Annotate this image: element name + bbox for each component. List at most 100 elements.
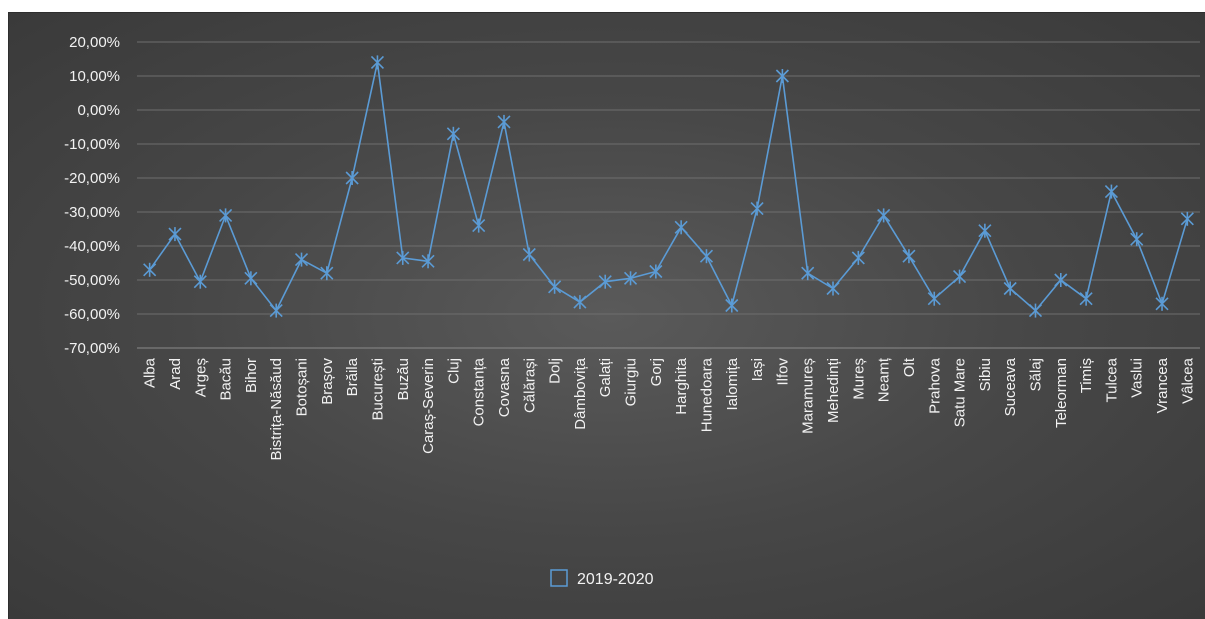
x-category-label: Bistrița-Năsăud <box>268 358 285 461</box>
data-point-marker <box>320 266 334 281</box>
data-point-marker <box>649 264 663 279</box>
data-point-marker <box>396 250 410 265</box>
data-point-marker <box>1054 273 1068 287</box>
x-category-label: Covasna <box>496 357 513 417</box>
data-point-marker <box>598 274 612 289</box>
x-category-label: Timiș <box>1078 358 1095 393</box>
x-category-label: Alba <box>142 357 159 388</box>
data-point-marker <box>1028 303 1043 318</box>
x-category-label: Teleorman <box>1053 358 1070 428</box>
data-point-marker <box>775 69 789 83</box>
data-point-marker <box>370 55 385 70</box>
x-category-label: Suceava <box>1002 357 1019 416</box>
data-point-marker <box>472 218 486 233</box>
data-point-marker <box>978 223 992 238</box>
x-category-label: Dâmbovița <box>572 357 589 429</box>
x-category-label: Mehedinți <box>825 358 842 423</box>
x-category-label: Arad <box>167 358 184 390</box>
data-point-marker <box>345 171 359 185</box>
x-category-label: Constanța <box>471 357 488 426</box>
data-point-marker <box>1130 232 1144 247</box>
y-tick-label: 20,00% <box>69 34 120 51</box>
data-point-marker <box>168 227 182 242</box>
data-point-marker <box>548 279 562 294</box>
data-point-marker <box>1003 281 1017 296</box>
data-point-marker <box>294 252 309 267</box>
data-point-marker <box>244 271 258 286</box>
legend: 2019-2020 <box>550 569 654 588</box>
data-point-marker <box>826 281 840 296</box>
y-tick-label: -20,00% <box>64 170 120 187</box>
data-point-marker <box>801 266 815 281</box>
x-category-label: Dolj <box>547 358 564 384</box>
data-point-marker <box>1104 184 1118 199</box>
data-point-marker <box>497 114 511 129</box>
data-point-marker <box>143 262 157 277</box>
data-point-marker <box>1079 291 1093 306</box>
x-category-label: Vrancea <box>1154 357 1171 413</box>
series-line <box>149 62 1189 313</box>
x-category-label: București <box>369 358 386 421</box>
x-category-label: Vâlcea <box>1179 357 1196 404</box>
y-tick-label: -50,00% <box>64 272 120 289</box>
data-point-marker <box>573 295 587 310</box>
x-category-label: Giurgiu <box>623 358 640 406</box>
data-point-marker <box>725 298 739 313</box>
y-axis-tick-labels: 20,00% 10,00% 0,00% -10,00% -20,00% -30,00% -4… <box>64 34 120 357</box>
x-category-label: Bihor <box>243 358 260 393</box>
x-category-label: Tulcea <box>1103 357 1120 402</box>
legend-swatch <box>550 569 568 587</box>
data-point-marker <box>674 220 688 235</box>
y-tick-label: 0,00% <box>77 102 120 119</box>
data-point-marker <box>851 250 865 265</box>
y-tick-label: -70,00% <box>64 340 120 357</box>
legend-label: 2019-2020 <box>577 571 654 588</box>
y-tick-label: -30,00% <box>64 204 120 221</box>
x-category-label: Galați <box>597 358 614 397</box>
x-category-label: Iași <box>749 358 766 381</box>
x-category-label: Brăila <box>344 357 361 396</box>
x-category-label: Călărași <box>521 358 538 413</box>
x-category-label: Sibiu <box>977 358 994 391</box>
gridlines <box>137 41 1200 349</box>
data-point-marker <box>750 201 764 216</box>
x-category-label: Gorj <box>648 358 665 386</box>
y-tick-label: -40,00% <box>64 238 120 255</box>
data-point-marker <box>952 269 967 284</box>
y-tick-label: 10,00% <box>69 68 120 85</box>
x-category-label: Caraș-Severin <box>420 358 437 454</box>
data-point-marker <box>927 291 941 306</box>
x-category-label: Buzău <box>395 358 412 401</box>
data-point-marker <box>219 208 233 223</box>
x-category-label: Satu Mare <box>952 358 969 427</box>
data-point-marker <box>1155 296 1169 311</box>
x-category-label: Maramureș <box>800 358 817 434</box>
x-category-label: Bacău <box>218 358 235 401</box>
series-2019-2020 <box>143 55 1194 318</box>
data-point-marker <box>1180 211 1194 226</box>
x-category-label: Hunedoara <box>698 357 715 432</box>
x-category-label: Sălaj <box>1027 358 1044 391</box>
data-point-marker <box>877 208 891 223</box>
data-point-marker <box>421 254 435 269</box>
data-point-marker <box>522 247 536 262</box>
x-category-label: Botoșani <box>294 358 311 416</box>
x-category-label: Prahova <box>926 357 943 414</box>
data-point-marker <box>446 126 460 141</box>
data-point-marker <box>699 249 714 264</box>
x-category-label: Neamț <box>876 357 893 402</box>
data-point-marker <box>623 271 638 286</box>
x-category-label: Argeș <box>192 358 209 397</box>
x-category-label: Ialomița <box>724 357 741 410</box>
data-point-marker <box>193 274 207 289</box>
x-category-label: Harghita <box>673 357 690 414</box>
x-axis-category-labels: Alba Arad Argeș Bacău Bihor Bistrița-Năsăud Bo… <box>142 357 1197 460</box>
x-category-label: Olt <box>901 357 918 377</box>
x-category-label: Brașov <box>319 358 336 405</box>
y-tick-label: -10,00% <box>64 136 120 153</box>
data-point-marker <box>269 303 283 318</box>
y-tick-label: -60,00% <box>64 306 120 323</box>
x-category-label: Cluj <box>445 358 462 384</box>
chart-area <box>9 13 1205 619</box>
